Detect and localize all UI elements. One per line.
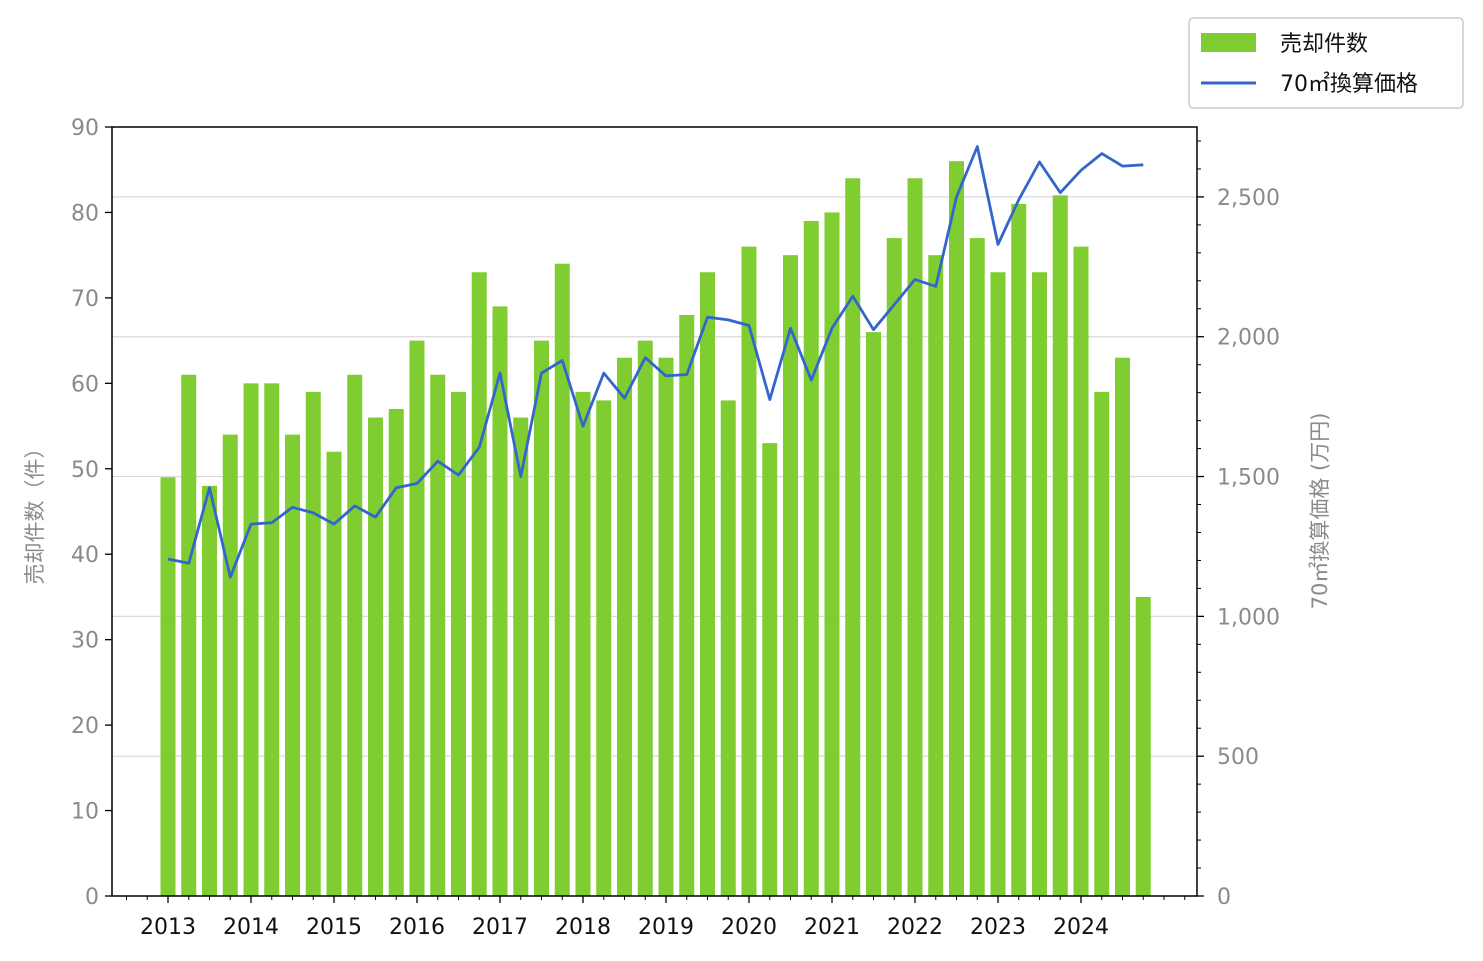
bar-2017Q4 bbox=[554, 263, 570, 896]
x-tick-label: 2019 bbox=[638, 915, 694, 940]
bar-2017Q3 bbox=[534, 340, 549, 897]
y-left-tick-label: 30 bbox=[71, 629, 99, 654]
bar-2017Q2 bbox=[513, 417, 529, 896]
y-left-tick-label: 10 bbox=[71, 800, 99, 825]
bar-2014Q3 bbox=[285, 434, 300, 896]
y-right-axis-title: 70㎡換算価格 (万円) bbox=[1308, 413, 1332, 610]
legend-line-label: 70㎡換算価格 bbox=[1280, 71, 1418, 97]
y-right-tick-label: 1,500 bbox=[1217, 466, 1280, 491]
x-tick-label: 2020 bbox=[721, 915, 777, 940]
x-tick-label: 2023 bbox=[970, 915, 1026, 940]
bar-2018Q3 bbox=[617, 357, 632, 896]
bar-2016Q1 bbox=[409, 340, 425, 897]
bar-2013Q4 bbox=[222, 434, 238, 896]
bar-2015Q2 bbox=[347, 374, 363, 896]
y-left-tick-label: 20 bbox=[71, 714, 99, 739]
x-tick-label: 2022 bbox=[887, 915, 943, 940]
bar-2015Q4 bbox=[388, 408, 404, 896]
y-right-tick-label: 2,000 bbox=[1217, 326, 1280, 351]
bar-2013Q1 bbox=[160, 477, 176, 896]
legend-bar-swatch bbox=[1201, 33, 1256, 52]
y-left-tick-label: 80 bbox=[71, 201, 99, 226]
y-right-tick-label: 500 bbox=[1217, 745, 1259, 770]
x-tick-label: 2014 bbox=[223, 915, 279, 940]
y-left-tick-label: 90 bbox=[71, 116, 99, 141]
bar-2024Q2 bbox=[1094, 391, 1110, 896]
bar-2019Q3 bbox=[700, 272, 715, 896]
x-tick-label: 2013 bbox=[140, 915, 196, 940]
bar-2018Q1 bbox=[575, 391, 591, 896]
bar-2016Q2 bbox=[430, 374, 446, 896]
line-series bbox=[167, 145, 1144, 579]
bar-2016Q3 bbox=[451, 391, 466, 896]
bar-2020Q3 bbox=[783, 255, 798, 896]
legend: 売却件数 70㎡換算価格 bbox=[1188, 17, 1464, 109]
bar-2019Q4 bbox=[720, 400, 736, 896]
bar-2023Q2 bbox=[1011, 203, 1027, 896]
x-tick-label: 2024 bbox=[1053, 915, 1109, 940]
bar-2023Q1 bbox=[990, 272, 1006, 896]
plot-frame bbox=[111, 126, 1198, 897]
axes bbox=[111, 126, 1198, 897]
bar-2017Q1 bbox=[492, 306, 508, 896]
x-tick-label: 2018 bbox=[555, 915, 611, 940]
x-tick-label: 2021 bbox=[804, 915, 860, 940]
bar-2018Q2 bbox=[596, 400, 612, 896]
bar-series bbox=[160, 161, 1151, 897]
bar-2022Q2 bbox=[928, 255, 944, 896]
y-left-axis-title: 売却件数（件） bbox=[23, 438, 47, 585]
bar-2020Q2 bbox=[762, 443, 778, 896]
bar-2023Q4 bbox=[1052, 195, 1068, 896]
bar-2013Q2 bbox=[181, 374, 197, 896]
bar-2021Q1 bbox=[824, 212, 840, 896]
bar-2018Q4 bbox=[637, 340, 653, 897]
bar-2024Q4 bbox=[1135, 596, 1151, 896]
bar-2021Q2 bbox=[845, 178, 861, 896]
x-tick-label: 2017 bbox=[472, 915, 528, 940]
bar-2014Q2 bbox=[264, 383, 280, 896]
price-line bbox=[167, 145, 1144, 579]
legend-bar-label: 売却件数 bbox=[1280, 32, 1368, 57]
y-left-tick-label: 60 bbox=[71, 372, 99, 397]
bar-2019Q1 bbox=[658, 357, 674, 896]
bar-2024Q3 bbox=[1115, 357, 1130, 896]
bar-2020Q4 bbox=[803, 220, 819, 896]
bar-2015Q3 bbox=[368, 417, 383, 896]
bar-2014Q4 bbox=[305, 391, 321, 896]
y-left-tick-label: 0 bbox=[85, 885, 99, 910]
bar-2023Q3 bbox=[1032, 272, 1047, 896]
y-left-tick-label: 50 bbox=[71, 458, 99, 483]
bar-2021Q4 bbox=[886, 238, 902, 897]
y-left-tick-label: 70 bbox=[71, 287, 99, 312]
bar-2022Q3 bbox=[949, 161, 964, 896]
y-left-tick-label: 40 bbox=[71, 543, 99, 568]
bar-2024Q1 bbox=[1073, 246, 1089, 897]
bar-2022Q4 bbox=[969, 238, 985, 897]
ticks: 0 10 20 30 40 50 60 70 80 90 0 500 1,000 1,500 2,000 2,… bbox=[71, 116, 1280, 940]
x-tick-label: 2015 bbox=[306, 915, 362, 940]
bar-2019Q2 bbox=[679, 314, 695, 896]
bar-2014Q1 bbox=[243, 383, 259, 896]
legend-frame bbox=[1188, 17, 1464, 109]
bar-2020Q1 bbox=[741, 246, 757, 897]
bar-2013Q3 bbox=[202, 485, 217, 896]
bar-2021Q3 bbox=[866, 332, 881, 897]
bar-2015Q1 bbox=[326, 451, 342, 896]
y-right-tick-label: 1,000 bbox=[1217, 605, 1280, 630]
y-right-tick-label: 2,500 bbox=[1217, 186, 1280, 211]
bar-2016Q4 bbox=[471, 272, 487, 896]
x-tick-label: 2016 bbox=[389, 915, 445, 940]
bar-2022Q1 bbox=[907, 178, 923, 896]
y-right-tick-label: 0 bbox=[1217, 885, 1231, 910]
